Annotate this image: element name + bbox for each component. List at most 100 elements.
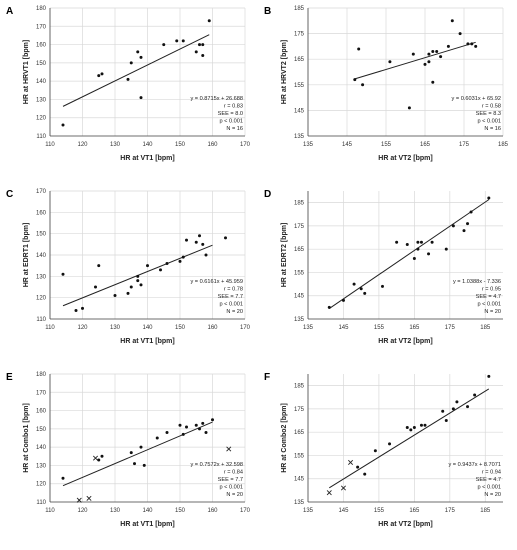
stats-line: SEE = 8.3 (476, 111, 501, 117)
x-tick-label: 160 (207, 508, 218, 514)
data-point (356, 465, 360, 469)
cross-stroke (92, 455, 99, 461)
x-tick-label: 140 (142, 325, 153, 331)
chart-panel-e: E 110 120 130 140 150 160 170 110 120 130 140 150 160… (6, 372, 251, 528)
cross-point (326, 490, 332, 496)
regression-line (62, 34, 210, 107)
data-point (444, 419, 448, 423)
stats-line: r = 0.83 (224, 104, 243, 110)
x-tick-label: 145 (338, 508, 349, 514)
x-tick-label: 135 (303, 325, 314, 331)
data-point (165, 431, 169, 435)
data-point (451, 224, 455, 228)
data-point (353, 78, 357, 82)
x-tick-label: 160 (207, 142, 218, 148)
stats-line: SEE = 7.7 (218, 477, 243, 483)
data-point (207, 19, 211, 23)
data-point (181, 39, 185, 43)
data-point (352, 282, 356, 286)
y-tick-label: 145 (294, 477, 305, 483)
regression-line (328, 199, 490, 309)
y-tick-label: 140 (36, 79, 47, 85)
stats-line: y = 0.9437x + 8.7071 (448, 462, 501, 468)
chart-panel-c: C 110 120 130 140 150 160 170 110 120 130 140 150 160… (6, 189, 251, 345)
y-tick-label: 140 (36, 253, 47, 259)
x-tick-label: 170 (240, 142, 251, 148)
data-point (416, 240, 420, 244)
data-point (97, 458, 101, 462)
data-point (466, 405, 470, 409)
panel-letter: A (6, 6, 13, 17)
x-axis-label: HR at VT2 [bpm] (378, 338, 432, 345)
x-axis-label: HR at VT2 [bpm] (378, 521, 432, 528)
chart-panel-a: A 110 120 130 140 150 160 170 110 120 130 140 150 160… (6, 6, 251, 162)
data-point (204, 431, 208, 435)
data-point (419, 423, 423, 427)
data-point (427, 252, 431, 256)
data-point (94, 285, 97, 289)
data-point (136, 274, 140, 278)
data-point (462, 229, 466, 233)
data-point (409, 428, 413, 432)
data-point (405, 426, 409, 430)
data-point (412, 426, 416, 430)
data-point (427, 60, 431, 64)
data-point (136, 50, 140, 54)
cross-stroke (76, 497, 82, 503)
stats-line: N = 20 (484, 309, 501, 315)
regression-line (62, 421, 213, 487)
x-tick-label: 140 (142, 508, 153, 514)
data-point (423, 423, 427, 427)
data-point (178, 259, 182, 263)
y-tick-label: 175 (294, 32, 305, 38)
data-point (181, 255, 185, 259)
data-point (139, 445, 143, 449)
x-tick-label: 110 (45, 142, 55, 148)
data-point (487, 196, 491, 200)
x-tick-label: 165 (409, 325, 420, 331)
data-point (405, 243, 409, 247)
panel-letter: F (264, 372, 270, 383)
stats-line: N = 20 (226, 492, 243, 498)
data-point (97, 264, 101, 268)
regression-line (354, 41, 476, 80)
data-point (129, 285, 133, 289)
cross-point (340, 485, 346, 491)
data-point (81, 306, 84, 310)
data-point (185, 238, 188, 242)
x-tick-label: 170 (240, 508, 251, 514)
cross-stroke (86, 495, 92, 501)
y-axis-label: HR at HRVT2 [bpm] (281, 40, 288, 104)
y-tick-label: 180 (36, 372, 47, 378)
y-axis-label: HR at EDRT1 [bpm] (23, 223, 30, 288)
x-tick-label: 155 (381, 142, 392, 148)
y-tick-label: 120 (36, 296, 47, 302)
data-point (126, 291, 130, 295)
data-point (444, 247, 448, 251)
data-point (185, 425, 188, 429)
data-point (178, 423, 182, 427)
y-tick-label: 110 (36, 134, 46, 140)
x-tick-label: 150 (175, 142, 186, 148)
y-tick-label: 175 (294, 224, 305, 230)
x-axis-label: HR at VT2 [bpm] (378, 155, 432, 162)
data-point (136, 279, 140, 283)
data-point (427, 52, 431, 56)
cross-point (86, 495, 92, 501)
data-point (473, 393, 477, 397)
y-tick-label: 135 (294, 134, 305, 140)
data-point (142, 463, 146, 467)
stats-line: y = 0.6031x + 65.92 (452, 96, 501, 102)
cross-point (348, 459, 354, 465)
cross-point (92, 455, 99, 461)
x-tick-label: 120 (77, 325, 88, 331)
data-point (113, 294, 117, 298)
x-tick-label: 140 (142, 142, 153, 148)
data-point (61, 123, 65, 127)
stats-line: y = 0.6161x + 45.959 (190, 279, 243, 285)
data-point (201, 54, 205, 58)
data-point (451, 407, 455, 411)
x-tick-label: 130 (110, 142, 121, 148)
data-point (201, 242, 205, 246)
x-tick-label: 175 (459, 142, 470, 148)
